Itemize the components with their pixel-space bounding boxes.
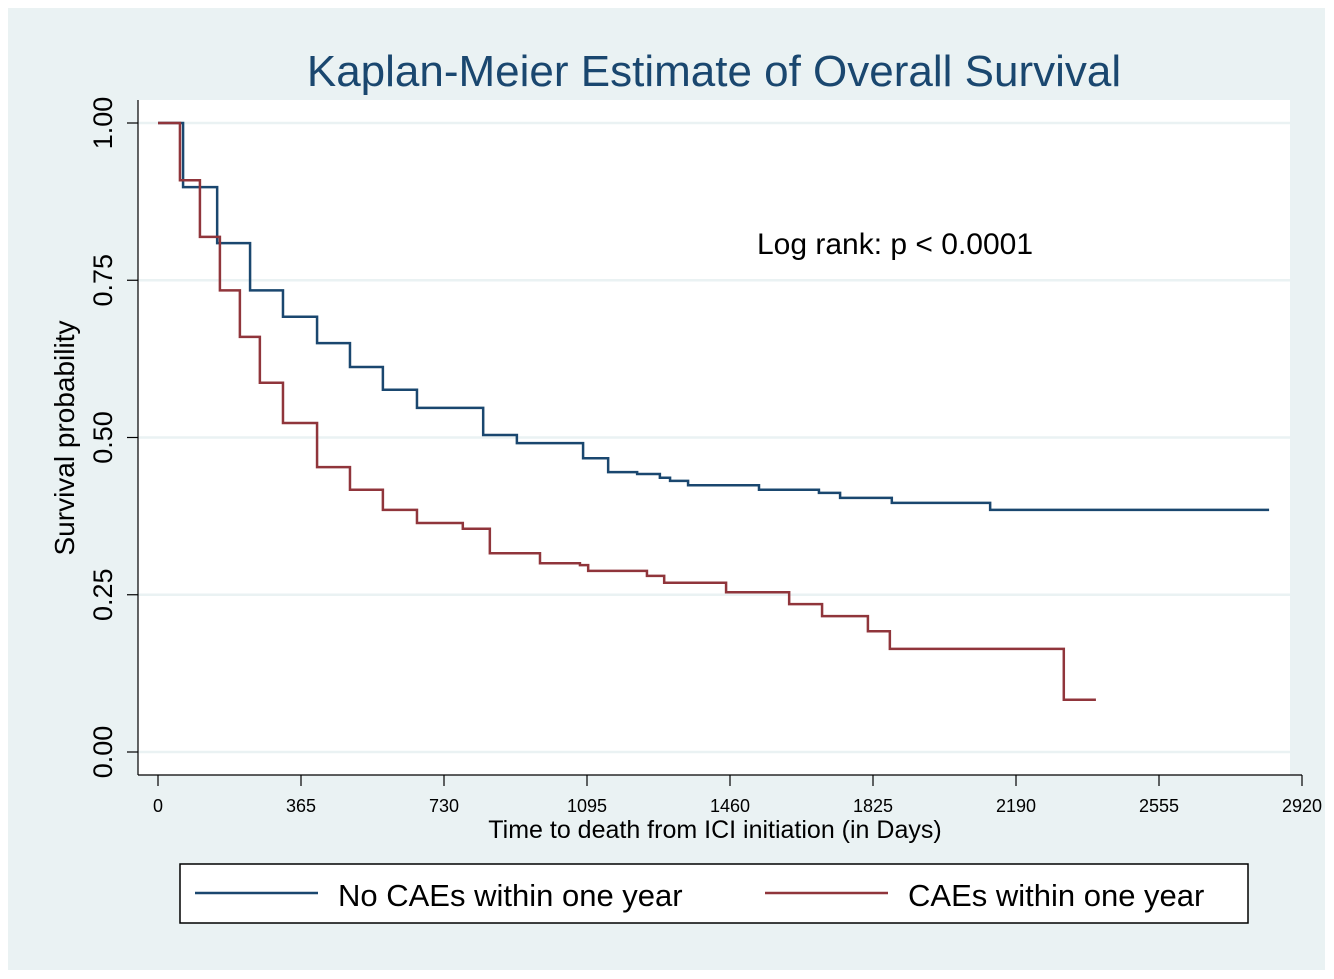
x-tick-label: 2920 <box>1282 796 1322 816</box>
x-tick-label: 1095 <box>567 796 607 816</box>
x-tick-label: 1460 <box>710 796 750 816</box>
x-tick-label: 1825 <box>853 796 893 816</box>
series-line-caes <box>158 121 1096 702</box>
x-tick-label: 2190 <box>996 796 1036 816</box>
log-rank-annotation: Log rank: p < 0.0001 <box>757 228 1033 261</box>
y-tick-label: 0.50 <box>88 411 118 464</box>
x-tick-label: 730 <box>429 796 459 816</box>
series-line-no-caes <box>158 121 1270 512</box>
y-tick-label: 0.75 <box>88 254 118 307</box>
y-tick-label: 0.00 <box>88 726 118 779</box>
legend-label-no-caes: No CAEs within one year <box>338 878 683 913</box>
x-tick-label: 0 <box>153 796 163 816</box>
chart-title: Kaplan-Meier Estimate of Overall Surviva… <box>307 47 1121 96</box>
x-tick-label: 2555 <box>1139 796 1179 816</box>
y-tick-label: 0.25 <box>88 568 118 621</box>
legend: No CAEs within one year CAEs within one … <box>179 863 1249 924</box>
legend-box <box>179 863 1249 924</box>
y-tick-label: 1.00 <box>88 97 118 150</box>
x-axis-label: Time to death from ICI initiation (in Da… <box>488 816 941 844</box>
x-tick-label: 365 <box>286 796 316 816</box>
legend-label-caes: CAEs within one year <box>908 878 1204 913</box>
y-axis-label: Survival probability <box>49 321 80 556</box>
